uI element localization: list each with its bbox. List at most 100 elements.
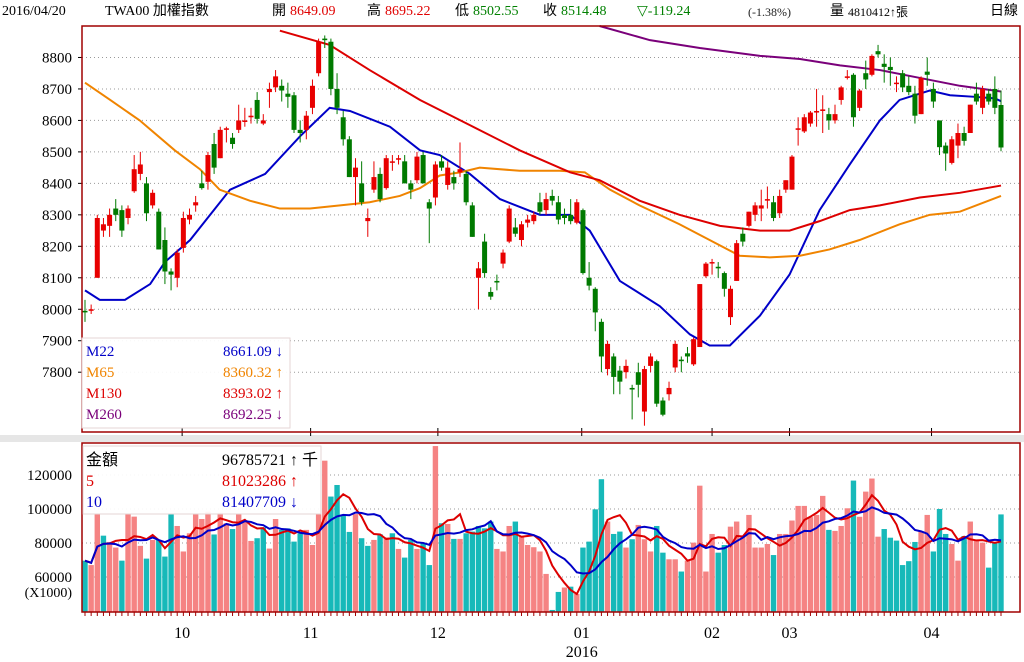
candle-up bbox=[525, 219, 531, 223]
volume-bar bbox=[709, 533, 715, 612]
candle-down bbox=[494, 280, 500, 283]
low-label: 低 bbox=[455, 4, 469, 19]
month-label: 02 bbox=[704, 625, 720, 642]
volume-bar bbox=[113, 547, 119, 612]
candle-down bbox=[279, 85, 285, 91]
volume-bar bbox=[795, 505, 801, 612]
candle-down bbox=[635, 372, 641, 385]
candle-up bbox=[777, 195, 783, 214]
candle-up bbox=[543, 199, 549, 211]
volume-bar bbox=[684, 560, 691, 612]
panel-separator[interactable] bbox=[0, 435, 1024, 442]
volume-bar bbox=[309, 545, 316, 612]
candle-down bbox=[992, 88, 998, 108]
volume-bar bbox=[549, 609, 555, 612]
volume-bar bbox=[721, 545, 728, 612]
volume-bar bbox=[592, 509, 598, 612]
volume-bar bbox=[697, 485, 703, 612]
candle-down bbox=[168, 271, 174, 275]
candle-down bbox=[113, 208, 119, 215]
candle-up bbox=[248, 115, 254, 118]
candle-up bbox=[967, 104, 973, 134]
candle-down bbox=[924, 71, 930, 75]
legend-m130-value: 8393.02 ↑ bbox=[223, 386, 283, 402]
volume-bar bbox=[248, 540, 254, 612]
volume-bar bbox=[156, 539, 162, 612]
candle-down bbox=[586, 277, 592, 286]
volume-bar bbox=[807, 517, 814, 612]
ma-line-m22 bbox=[84, 89, 1002, 347]
volume-bar bbox=[389, 533, 396, 612]
candle-down bbox=[721, 273, 727, 289]
volume-bar bbox=[672, 559, 678, 612]
candle-up bbox=[783, 180, 789, 190]
volume-bar bbox=[414, 548, 420, 612]
candle-down bbox=[555, 202, 561, 220]
volume-bar bbox=[936, 508, 943, 612]
volume-axis: 120000 100000 80000 60000(X1000) bbox=[25, 468, 73, 601]
volume-bar bbox=[328, 496, 334, 612]
volume-bar bbox=[629, 539, 635, 612]
volume-bar bbox=[242, 520, 248, 612]
ma-line-m260 bbox=[599, 25, 1002, 93]
volume-bar bbox=[930, 551, 937, 612]
candle-down bbox=[291, 95, 297, 130]
volume-bar bbox=[162, 556, 168, 612]
volume-bar bbox=[746, 514, 752, 612]
candle-down bbox=[771, 202, 777, 218]
period-selector[interactable]: 日線 bbox=[990, 4, 1018, 19]
candle-down bbox=[863, 73, 869, 80]
price-tick-label: 7900 bbox=[42, 334, 72, 350]
volume-bar bbox=[500, 551, 506, 612]
volume-label: 量 bbox=[830, 4, 844, 19]
candle-up bbox=[752, 205, 758, 215]
candle-down bbox=[617, 370, 623, 382]
volume-bar bbox=[420, 543, 426, 612]
volume-bar bbox=[635, 524, 641, 612]
candle-up bbox=[703, 263, 709, 277]
candle-down bbox=[156, 211, 162, 250]
volume-bar bbox=[863, 491, 869, 612]
month-label: 11 bbox=[303, 625, 318, 642]
high-label: 高 bbox=[367, 4, 381, 19]
candle-down bbox=[451, 177, 457, 184]
volume-bar bbox=[383, 537, 389, 612]
price-tick-label: 8600 bbox=[42, 113, 72, 129]
candle-down bbox=[346, 139, 352, 178]
candle-up bbox=[666, 387, 672, 395]
candle-down bbox=[420, 155, 426, 184]
candle-up bbox=[383, 158, 389, 189]
volume-bar bbox=[899, 565, 906, 612]
candle-up bbox=[574, 202, 580, 223]
candle-up bbox=[801, 117, 807, 132]
volume-bar bbox=[715, 552, 721, 612]
candle-up bbox=[955, 133, 961, 146]
candle-down bbox=[512, 227, 518, 234]
volume-bar bbox=[820, 495, 826, 612]
volume-bar bbox=[279, 529, 285, 612]
volume-bar bbox=[266, 548, 273, 612]
price-legend: M22 8661.09 ↓ M65 8360.32 ↑ M130 8393.02… bbox=[81, 337, 291, 429]
candle-down bbox=[162, 240, 168, 272]
volume-bar bbox=[180, 551, 187, 612]
candle-down bbox=[660, 400, 666, 415]
high-value: 8695.22 bbox=[385, 4, 431, 19]
volume-bar bbox=[94, 514, 100, 612]
volume-bar bbox=[998, 514, 1004, 612]
volume-bar bbox=[272, 518, 279, 612]
volume-bar bbox=[199, 518, 205, 612]
volume-bar bbox=[303, 529, 310, 612]
open-value: 8649.09 bbox=[290, 4, 336, 19]
candle-down bbox=[328, 41, 334, 89]
candle-down bbox=[469, 205, 475, 237]
volume-bar bbox=[506, 525, 512, 612]
volume-bar bbox=[813, 514, 820, 612]
candle-up bbox=[88, 309, 94, 311]
candle-down bbox=[549, 195, 555, 201]
volume-bar bbox=[88, 565, 94, 612]
candle-up bbox=[648, 356, 654, 366]
candle-up bbox=[389, 161, 395, 163]
volume-bar bbox=[623, 547, 629, 612]
volume-bar bbox=[377, 534, 383, 612]
